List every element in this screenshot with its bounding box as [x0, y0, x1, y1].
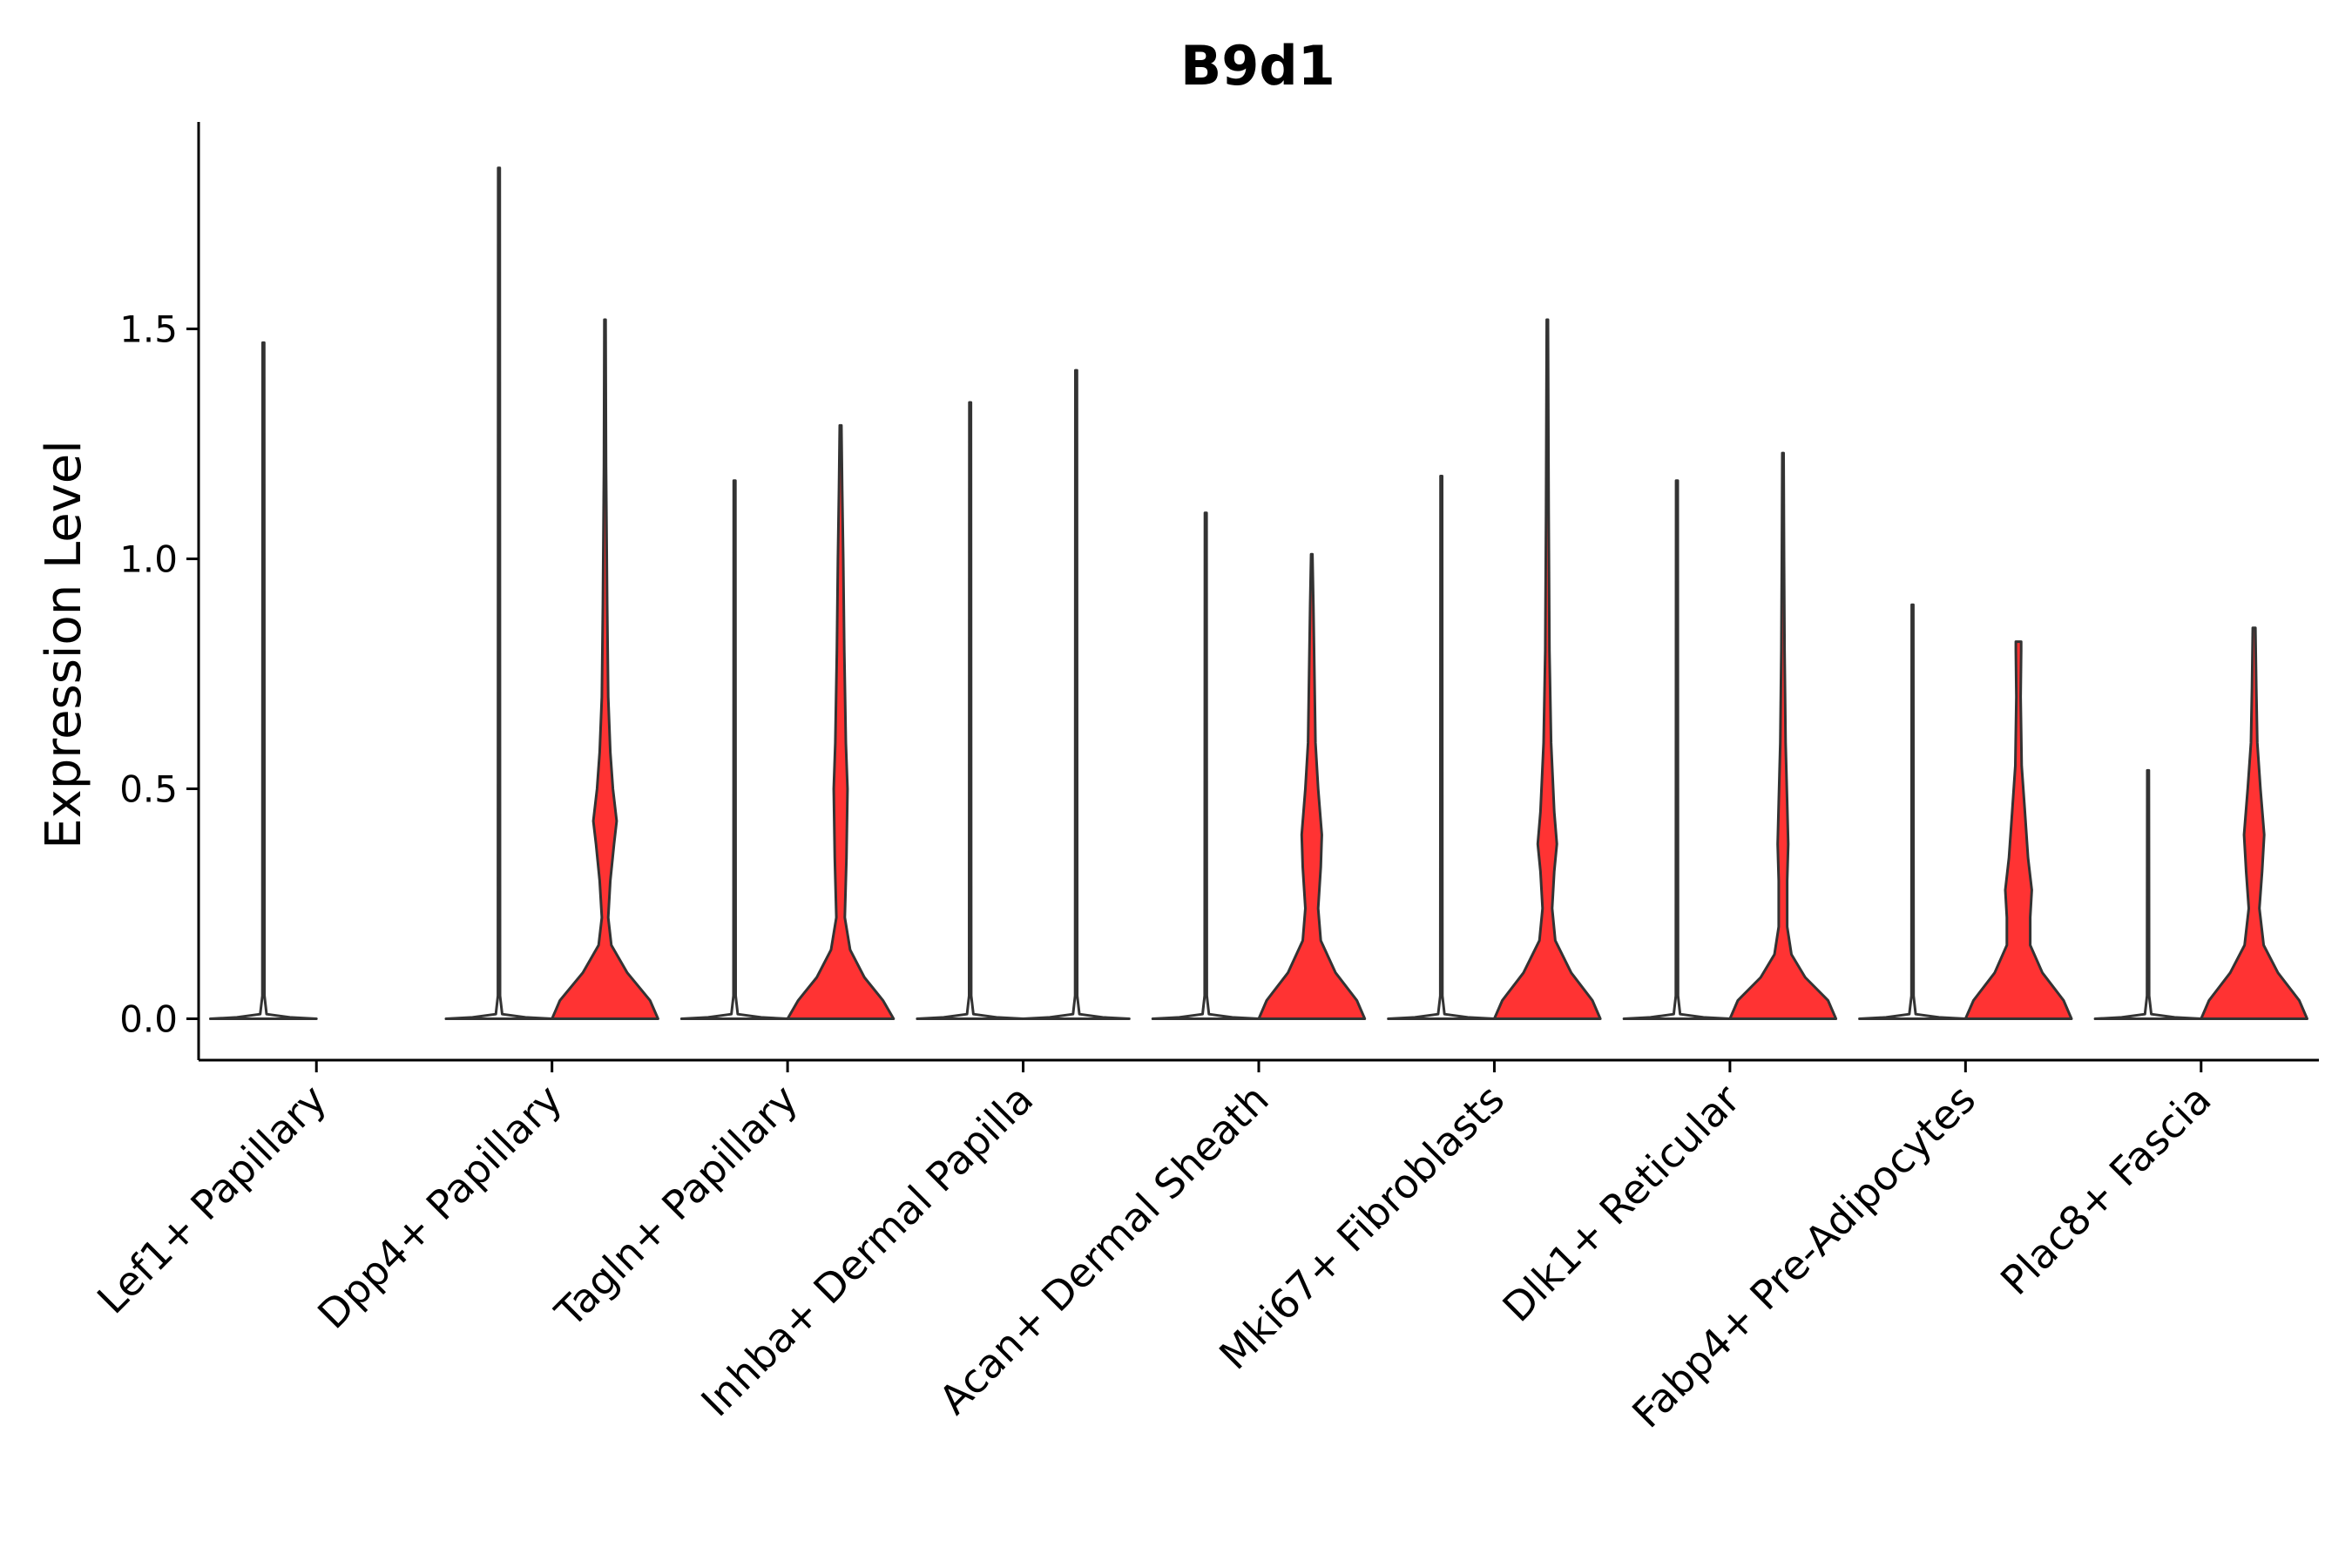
- y-tick-label: 0.5: [119, 768, 178, 811]
- violin-6-2: [1492, 318, 1602, 1020]
- violin-3-2: [786, 423, 896, 1020]
- violin-1-1: [209, 341, 318, 1020]
- violin-2-1: [444, 166, 554, 1020]
- violin-8-2: [1963, 640, 2073, 1020]
- y-tick-label: 1.5: [119, 308, 178, 351]
- violin-2-2: [551, 318, 659, 1020]
- y-tick-label: 1.0: [119, 538, 178, 581]
- violin-4-2: [1022, 368, 1131, 1020]
- violin-7-2: [1728, 451, 1838, 1020]
- violin-8-1: [1858, 603, 1967, 1020]
- violin-3-1: [679, 479, 789, 1020]
- chart-title: B9d1: [1180, 34, 1335, 98]
- y-axis-label: Expression Level: [36, 440, 92, 849]
- violin-5-2: [1257, 552, 1367, 1020]
- violin-6-1: [1387, 475, 1496, 1020]
- violin-5-1: [1151, 511, 1260, 1020]
- violin-layer: [209, 166, 2308, 1020]
- violin-9-2: [2200, 626, 2308, 1020]
- violin-4-1: [916, 401, 1025, 1020]
- violin-9-1: [2093, 768, 2203, 1020]
- violin-7-1: [1622, 479, 1732, 1020]
- y-tick-label: 0.0: [119, 997, 178, 1040]
